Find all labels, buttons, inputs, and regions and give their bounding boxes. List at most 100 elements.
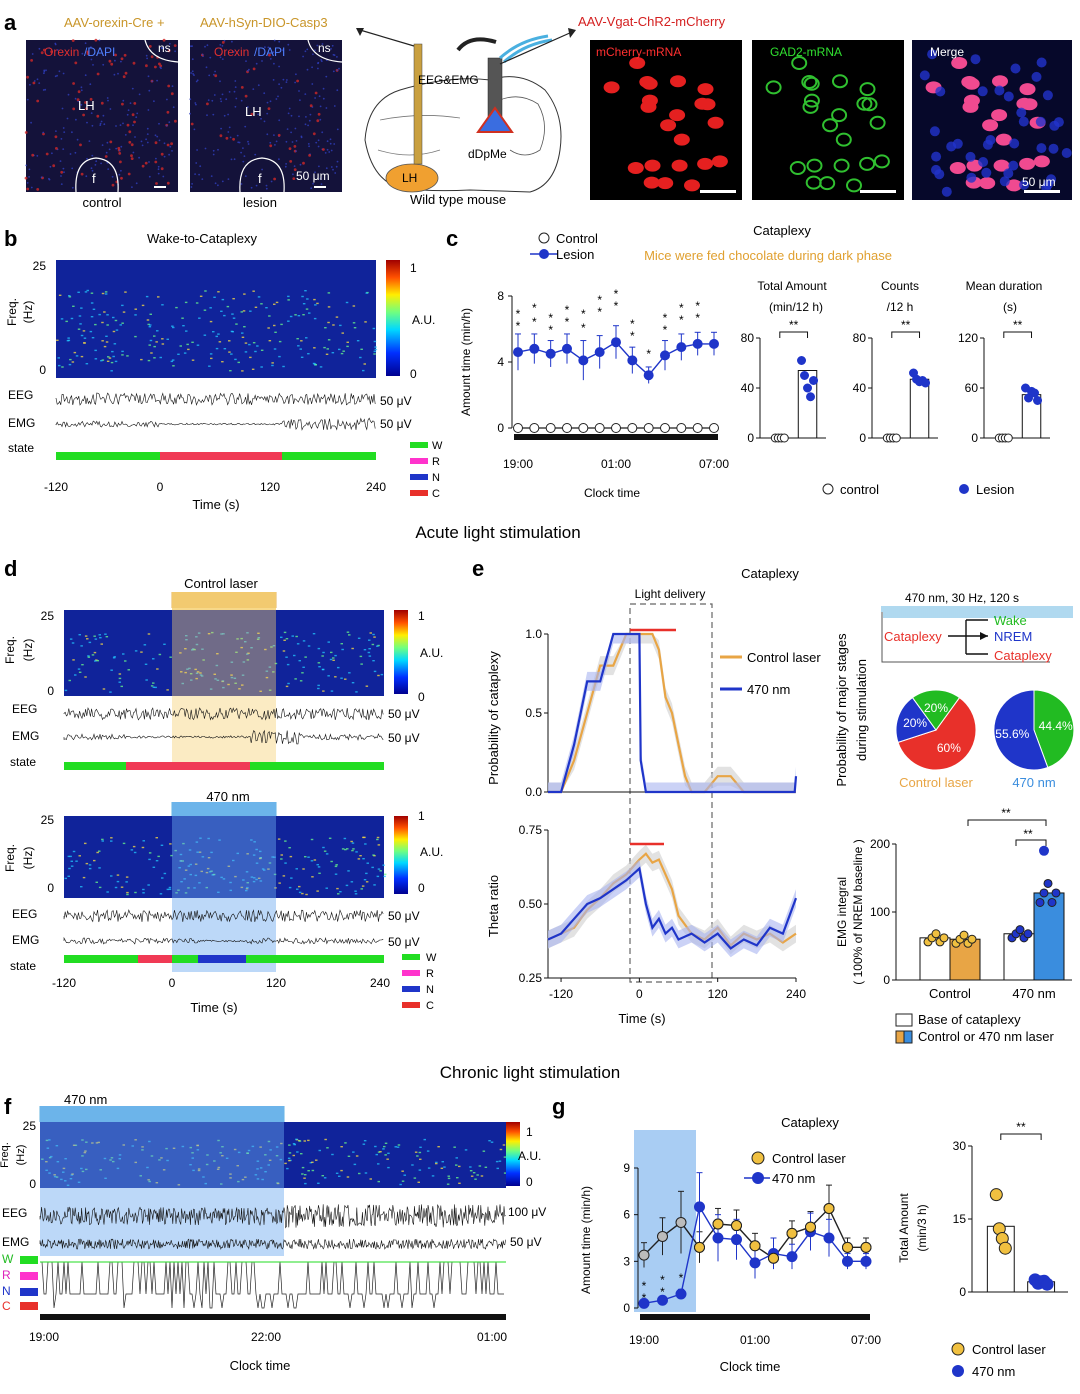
spec-pixel bbox=[353, 327, 357, 329]
d-cb-top-1: 1 bbox=[418, 609, 425, 623]
spec-pixel bbox=[340, 1146, 343, 1148]
b-hz-label: (Hz) bbox=[21, 301, 35, 324]
brain-schematic bbox=[356, 28, 576, 193]
fish-cell-gad2 bbox=[846, 178, 862, 193]
micrograph-cell bbox=[160, 167, 164, 171]
micrograph-cell bbox=[157, 168, 160, 171]
spec-pixel bbox=[226, 305, 230, 308]
spec-pixel bbox=[365, 881, 369, 883]
spec-pixel bbox=[364, 843, 367, 845]
micrograph-cell bbox=[230, 158, 233, 161]
spec-pixel bbox=[80, 1167, 83, 1170]
e-schematic-wake: Wake bbox=[994, 613, 1027, 628]
significance-star: * bbox=[614, 299, 619, 313]
spec-pixel bbox=[261, 868, 265, 870]
spec-pixel bbox=[297, 345, 300, 347]
micrograph-cell bbox=[334, 172, 337, 174]
spec-pixel bbox=[490, 1141, 494, 1143]
micrograph-cell bbox=[217, 148, 219, 151]
spec-pixel bbox=[68, 363, 72, 366]
b-xtick-2: 0 bbox=[157, 480, 164, 494]
spec-pixel bbox=[292, 1143, 296, 1145]
spec-pixel bbox=[142, 892, 145, 894]
y-tick-label: 0.5 bbox=[525, 706, 542, 720]
spec-pixel bbox=[154, 686, 157, 689]
micrograph-cell bbox=[274, 144, 276, 146]
spec-pixel bbox=[247, 652, 250, 654]
micrograph-cell bbox=[58, 70, 61, 73]
spec-pixel bbox=[397, 1144, 401, 1146]
micrograph-cell bbox=[314, 171, 316, 174]
spec-pixel bbox=[456, 1177, 459, 1179]
b-ytick-bot: 0 bbox=[39, 363, 46, 377]
micrograph-cell bbox=[159, 66, 162, 69]
micrograph-cell bbox=[291, 141, 294, 143]
spec-pixel bbox=[113, 656, 116, 658]
micrograph-cell bbox=[245, 60, 247, 62]
micrograph-cell bbox=[265, 187, 268, 190]
micrograph-cell bbox=[166, 143, 170, 147]
spec-pixel bbox=[443, 1166, 446, 1168]
spec-pixel bbox=[335, 316, 339, 318]
spec-pixel bbox=[184, 671, 187, 674]
spec-pixel bbox=[296, 643, 300, 645]
micrograph-cell bbox=[111, 175, 114, 178]
spec-pixel bbox=[272, 671, 275, 673]
micrograph-cell bbox=[82, 113, 85, 117]
spec-pixel bbox=[228, 351, 231, 353]
spec-pixel bbox=[198, 851, 202, 853]
spec-pixel bbox=[314, 364, 317, 366]
spec-pixel bbox=[323, 346, 326, 349]
g-bottom-470-marker bbox=[952, 1365, 964, 1377]
spec-pixel bbox=[369, 632, 372, 634]
micrograph-cell bbox=[254, 153, 257, 156]
data-point bbox=[1047, 897, 1057, 907]
spec-pixel bbox=[496, 1167, 499, 1170]
micrograph-cell bbox=[319, 177, 322, 180]
data-point bbox=[513, 423, 523, 433]
d-state-label-2: state bbox=[10, 959, 36, 973]
micrograph-cell bbox=[170, 92, 174, 96]
micrograph-cell bbox=[104, 155, 108, 158]
spec-pixel bbox=[215, 664, 219, 667]
micrograph-cell bbox=[255, 62, 258, 65]
micrograph-cell bbox=[141, 164, 145, 168]
fish-cell-gad2 bbox=[822, 118, 839, 133]
micrograph-cell bbox=[52, 164, 56, 168]
data-point bbox=[611, 337, 621, 348]
spec-pixel bbox=[126, 893, 129, 896]
significance-star: * bbox=[565, 303, 570, 317]
spec-pixel bbox=[379, 870, 382, 872]
micrograph-cell bbox=[114, 53, 117, 57]
spec-pixel bbox=[194, 668, 197, 671]
micrograph-cell bbox=[299, 99, 301, 102]
spec-pixel bbox=[196, 671, 200, 673]
significance-star: * bbox=[695, 311, 700, 325]
data-point bbox=[809, 376, 819, 385]
micrograph-cell bbox=[208, 74, 211, 77]
d-state1-wake-b bbox=[250, 762, 384, 770]
spec-pixel bbox=[57, 357, 60, 359]
spec-pixel bbox=[302, 303, 306, 305]
spec-pixel bbox=[185, 330, 188, 332]
spec-pixel bbox=[101, 840, 104, 842]
fish-nucleus bbox=[1046, 174, 1057, 185]
spec-pixel bbox=[127, 669, 130, 671]
d-legend-r: R bbox=[426, 968, 434, 980]
spec-pixel bbox=[259, 850, 262, 853]
spec-pixel bbox=[288, 1152, 292, 1154]
spec-pixel bbox=[64, 877, 67, 880]
spec-pixel bbox=[291, 635, 294, 637]
d-emg-label-1: EMG bbox=[12, 729, 39, 743]
f-470nm: 470 nm bbox=[64, 1092, 107, 1107]
data-point bbox=[797, 356, 807, 365]
data-point bbox=[692, 423, 703, 433]
spec-pixel bbox=[217, 1139, 220, 1142]
spec-pixel bbox=[83, 342, 86, 344]
y-tick-label: 0 bbox=[959, 1285, 966, 1299]
micrograph-cell bbox=[308, 145, 310, 148]
spec-pixel bbox=[149, 313, 152, 315]
micrograph-cell bbox=[166, 110, 170, 114]
f-xtick-3: 01:00 bbox=[477, 1330, 507, 1344]
